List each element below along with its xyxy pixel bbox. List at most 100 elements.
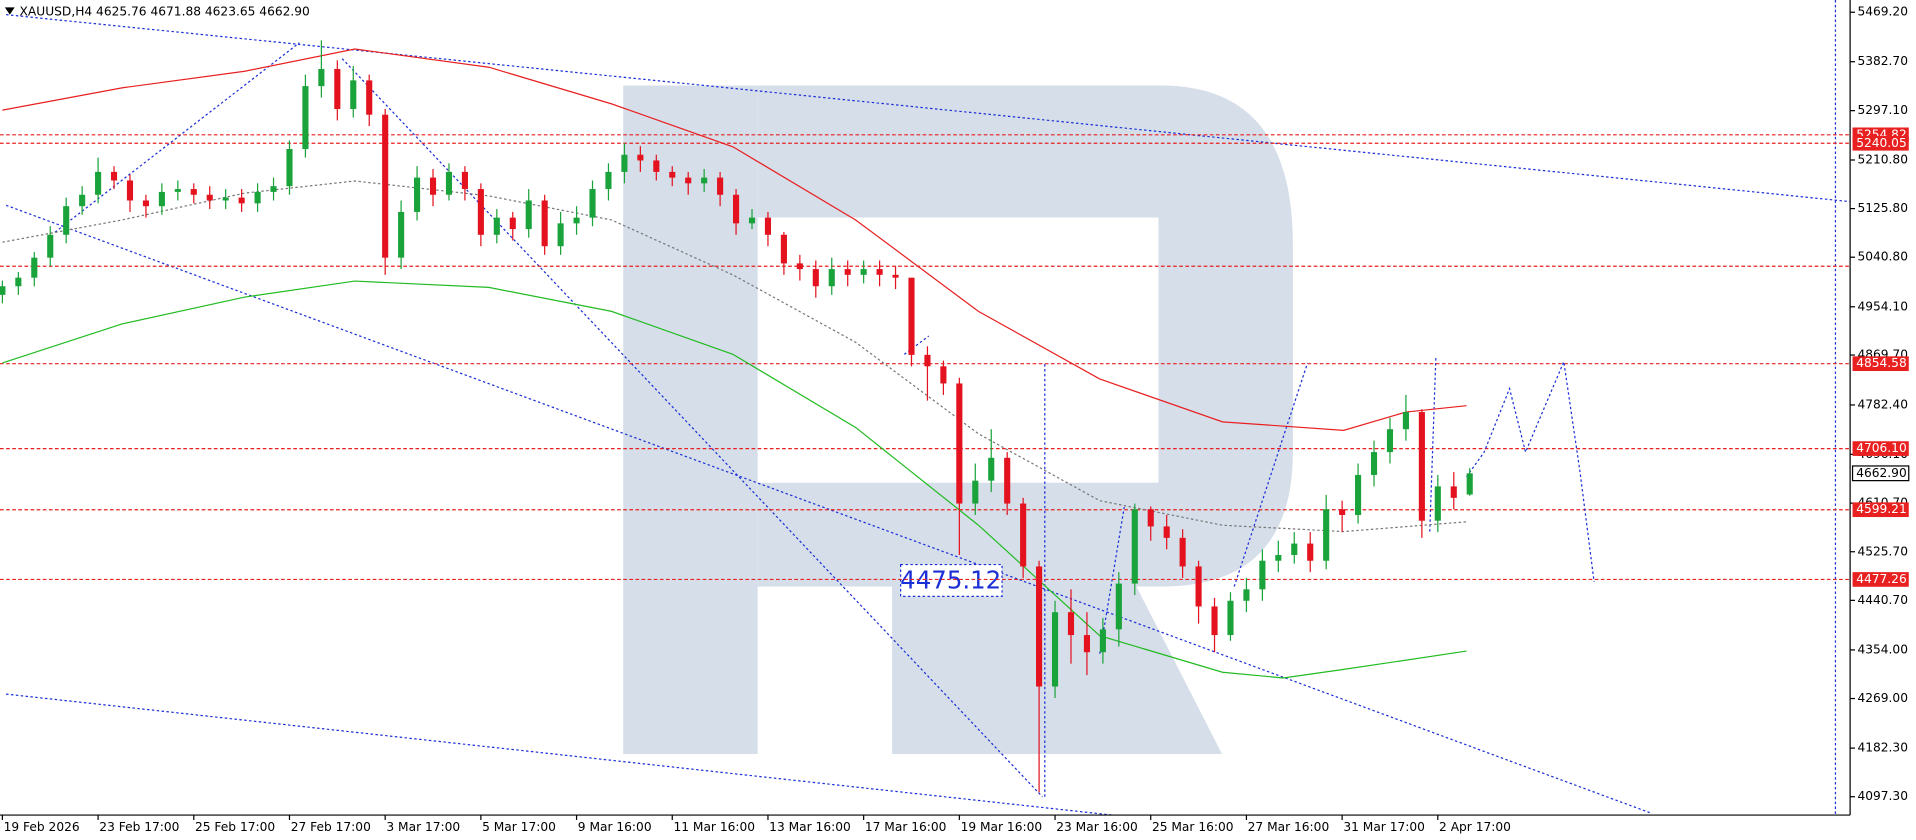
candle-body	[1291, 543, 1298, 556]
candle-body	[940, 366, 947, 384]
line-series	[1466, 359, 1595, 582]
candle-body	[286, 149, 293, 187]
x-tick-label: 17 Mar 16:00	[865, 820, 947, 834]
candle-body	[557, 223, 564, 247]
candle-body	[1067, 612, 1075, 636]
candle-body	[190, 189, 197, 195]
candle-body	[653, 160, 660, 172]
candle-body	[924, 354, 931, 367]
x-tick-label: 3 Mar 17:00	[386, 820, 460, 834]
level-label: 4477.26	[1856, 572, 1907, 586]
candle-body	[477, 189, 484, 235]
candle-body	[1131, 509, 1138, 584]
y-tick-label: 4354.00	[1857, 642, 1908, 656]
price-label: 4662.90	[1856, 466, 1907, 480]
price-label-box	[1851, 465, 1910, 482]
candle-body	[1227, 600, 1234, 636]
candle-body	[1418, 412, 1425, 521]
candle-body	[334, 68, 341, 109]
candle-body	[605, 171, 612, 190]
annotation: 4475.12	[900, 566, 1001, 595]
candle-body	[1211, 606, 1218, 636]
y-tick-label: 5210.80	[1857, 152, 1908, 166]
candle-body	[1195, 566, 1202, 607]
x-tick-label: 19 Feb 2026	[4, 820, 80, 834]
candle-body	[1163, 526, 1170, 538]
candle-body	[206, 194, 213, 201]
x-tick-label: 2 Apr 17:00	[1439, 820, 1511, 834]
candle-body	[1051, 612, 1059, 687]
candle-body	[1355, 474, 1362, 515]
y-tick-label: 5297.10	[1857, 103, 1908, 117]
candle-body	[733, 194, 740, 224]
level-label: 4706.10	[1856, 441, 1907, 455]
candle-body	[780, 234, 787, 264]
candle-body	[876, 269, 883, 275]
candle-body	[669, 171, 676, 178]
candle-body	[1307, 543, 1314, 561]
candle-body	[1402, 412, 1409, 430]
candle-body	[525, 200, 532, 230]
y-tick-label: 5382.70	[1857, 54, 1908, 68]
candle-body	[589, 189, 596, 218]
candle-body	[685, 177, 692, 184]
candle-body	[1243, 589, 1250, 601]
candle-body	[1036, 566, 1043, 687]
candle-body	[302, 86, 309, 150]
candle-body	[1386, 429, 1394, 453]
level-label-box	[1852, 502, 1909, 518]
annotation-box	[900, 563, 1003, 597]
y-tick-label: 4182.30	[1857, 741, 1908, 755]
candle-body	[238, 197, 245, 204]
candle-body	[844, 269, 851, 275]
candle-body	[972, 480, 979, 504]
candle-body	[382, 114, 389, 258]
candle-body	[1115, 583, 1122, 630]
candle-body	[31, 257, 38, 278]
candle-body	[110, 171, 118, 181]
level-label-box	[1852, 356, 1909, 372]
candle-body	[445, 171, 453, 195]
candle-body	[988, 457, 995, 481]
level-label-box	[1852, 572, 1909, 587]
y-tick-label: 5125.80	[1857, 201, 1908, 215]
chart-title: XAUUSD,H4 4625.76 4671.88 4623.65 4662.9…	[20, 5, 310, 19]
candle-body	[47, 234, 54, 258]
y-tick-label: 4525.70	[1857, 544, 1908, 558]
y-tick-label: 5040.80	[1857, 250, 1908, 264]
watermark-stem	[623, 85, 758, 754]
candle-body	[541, 200, 548, 247]
candle-body	[222, 197, 229, 201]
trend-line	[903, 335, 930, 355]
candle-body	[0, 286, 6, 295]
candle-body	[764, 217, 772, 235]
candle-body	[270, 186, 277, 192]
candle-body	[796, 263, 803, 270]
candle-body	[812, 269, 819, 287]
x-tick-label: 27 Feb 17:00	[291, 820, 371, 834]
candle-body	[429, 177, 437, 195]
y-tick-label: 4440.70	[1857, 593, 1908, 607]
trend-line	[5, 204, 1650, 814]
x-tick-label: 23 Mar 16:00	[1056, 820, 1138, 834]
candle-body	[701, 177, 708, 184]
y-tick-label: 4954.10	[1857, 299, 1908, 313]
candle-body	[1450, 486, 1457, 498]
x-tick-label: 11 Mar 16:00	[673, 820, 755, 834]
level-label: 4854.58	[1856, 356, 1907, 370]
x-tick-label: 13 Mar 16:00	[769, 820, 851, 834]
y-tick-label: 4269.00	[1857, 691, 1908, 705]
candle-body	[366, 80, 373, 115]
candle-body	[398, 211, 405, 258]
candle-body	[461, 171, 468, 190]
candle-body	[1147, 509, 1154, 527]
menu-arrow	[4, 7, 15, 15]
trend-line	[1233, 362, 1309, 587]
candle-body	[350, 80, 357, 109]
level-label-box	[1852, 135, 1909, 151]
candle-body	[1275, 555, 1282, 561]
level-label: 5240.05	[1856, 136, 1907, 150]
candle-body	[621, 154, 628, 172]
